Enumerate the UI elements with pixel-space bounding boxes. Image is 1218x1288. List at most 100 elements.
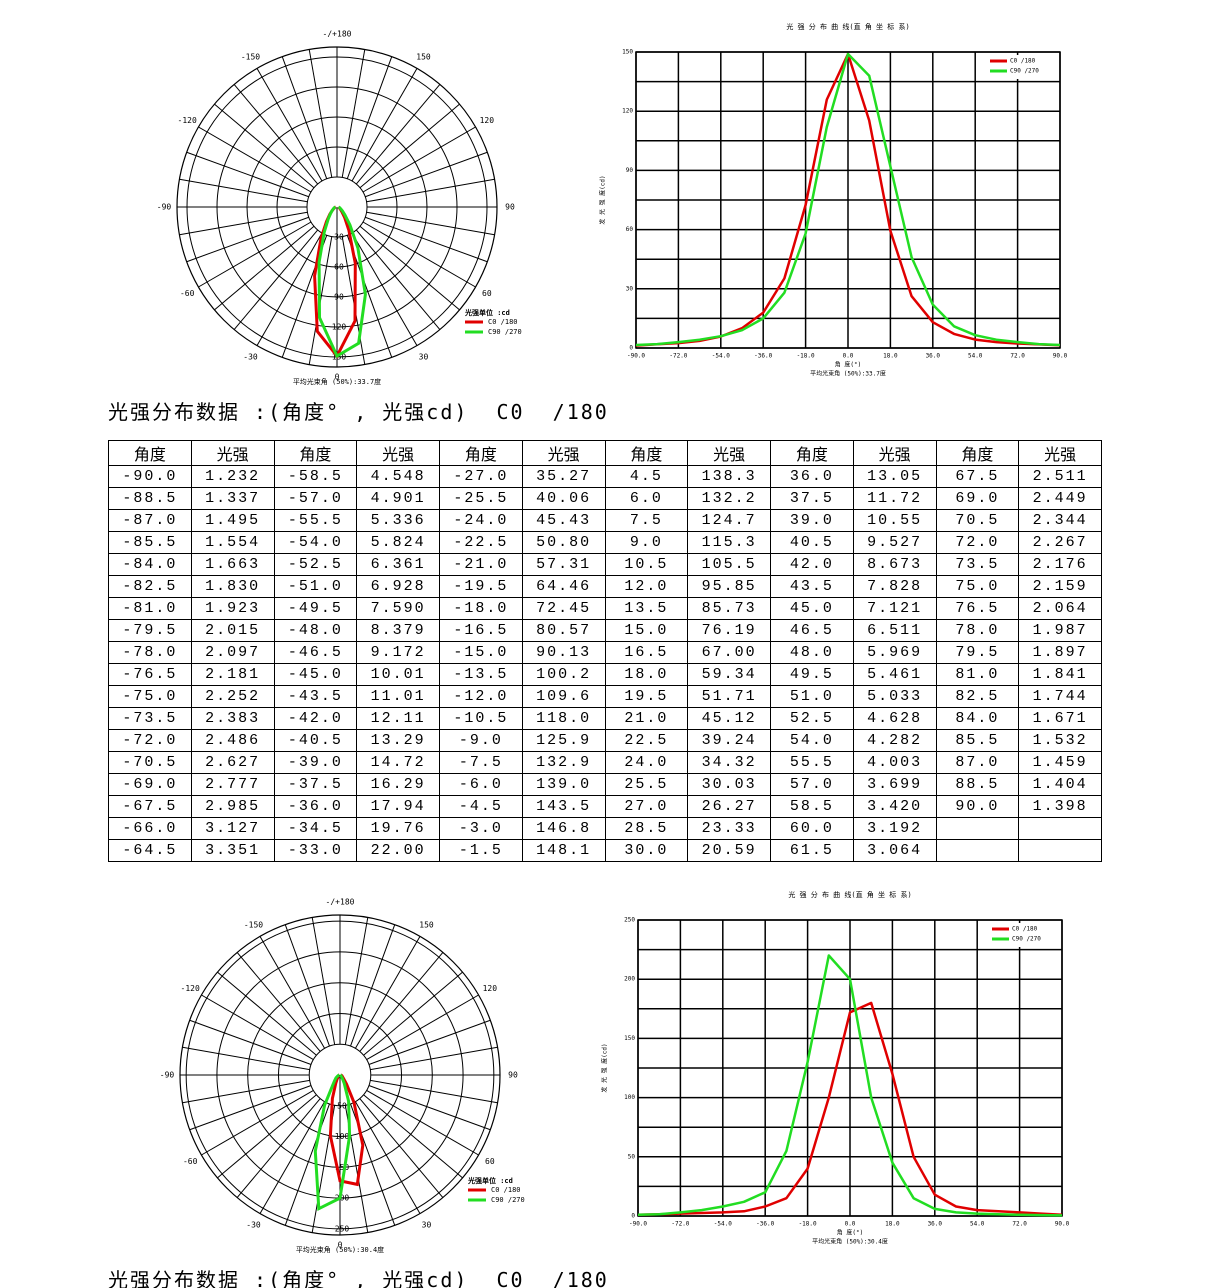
section-heading: 光强分布数据 :(角度° , 光强cd) C0 /180 [108, 1268, 609, 1288]
spoke [236, 1098, 321, 1198]
table-cell: 13.05 [852, 465, 937, 488]
table-cell: 146.8 [521, 817, 606, 840]
legend-box [985, 55, 1055, 79]
ring-label: 50 [337, 1101, 347, 1110]
table-cell: 14.72 [356, 751, 440, 774]
x-tick-label: 36.0 [926, 353, 941, 360]
table-cell: 19.76 [356, 817, 440, 840]
table-cell: 4.901 [356, 487, 440, 510]
table-cell: -9.0 [439, 729, 523, 752]
spoke [214, 103, 315, 189]
header-cell: 角度 [604, 440, 689, 466]
spoke [363, 971, 463, 1056]
table-cell: 4.282 [852, 729, 937, 752]
table-row: -70.5 2.627 -39.0 14.72 -7.5 132.9 24.0 34.32 55… [108, 751, 1102, 774]
legend-label: C0 /180 [1012, 926, 1038, 933]
x-tick-label: 90.0 [1055, 1221, 1070, 1228]
table-cell: 9.172 [356, 641, 440, 664]
header-cell: 角度 [273, 440, 358, 466]
table-cell: 6.361 [356, 553, 440, 576]
table-cell: 11.72 [852, 487, 937, 510]
table-row: -67.5 2.985 -36.0 17.94 -4.5 143.5 27.0 26.27 58… [108, 795, 1102, 818]
table-cell: 2.627 [190, 751, 275, 774]
table-cell: 72.45 [521, 597, 606, 620]
table-cell: -33.0 [273, 839, 358, 862]
spoke [354, 936, 421, 1049]
ring-label: 90 [334, 293, 344, 302]
table-cell: 67.5 [935, 465, 1020, 488]
legend-title: 光强单位 :cd [467, 1176, 513, 1185]
table-cell: 2.511 [1018, 465, 1102, 488]
table-cell: 1.897 [1018, 641, 1102, 664]
x-axis-label: 角 度(°) [837, 1229, 863, 1237]
spoke [189, 1019, 312, 1065]
table-cell: -6.0 [439, 773, 523, 796]
header-row: 角度 光强 角度 光强 角度 光强 角度 光强 角度 光强 角度 光强 [108, 440, 1102, 466]
table-cell: 1.459 [1018, 751, 1102, 774]
table-cell: -76.5 [108, 663, 192, 686]
table-cell: -27.0 [439, 465, 523, 488]
angle-label: -/+180 [326, 898, 355, 907]
table-cell: 7.828 [852, 575, 937, 598]
header-cell: 角度 [108, 440, 192, 466]
table-cell: 2.383 [190, 707, 275, 730]
table-row: -79.5 2.015 -48.0 8.379 -16.5 80.57 15.0 76.19 4… [108, 619, 1102, 642]
table-cell: -19.5 [439, 575, 523, 598]
ring-label: 150 [332, 353, 347, 362]
spoke [236, 952, 321, 1052]
x-tick-label: 0.0 [845, 1221, 856, 1228]
spoke [182, 1046, 310, 1071]
angle-label: -/+180 [323, 30, 352, 39]
table-cell: 109.6 [521, 685, 606, 708]
angle-label: 0 [335, 373, 340, 382]
table-cell: -1.5 [439, 839, 523, 862]
header-cell: 光强 [356, 440, 440, 466]
angle-label: 150 [416, 53, 431, 62]
spoke [362, 126, 476, 193]
table-cell: 27.0 [604, 795, 689, 818]
table-cell: 105.5 [687, 553, 771, 576]
table-cell: -37.5 [273, 773, 358, 796]
table-row: -64.5 3.351 -33.0 22.00 -1.5 148.1 30.0 20.59 61… [108, 839, 1102, 862]
table-cell: -70.5 [108, 751, 192, 774]
header-cell: 光强 [521, 440, 606, 466]
table-cell: 72.0 [935, 531, 1020, 554]
table-cell: 45.43 [521, 509, 606, 532]
table-cell: 2.176 [1018, 553, 1102, 576]
y-tick-label: 50 [628, 1153, 636, 1160]
beam-angle-note: 平均光束角 (50%):33.7度 [810, 370, 886, 378]
table-cell: 42.0 [770, 553, 854, 576]
spoke [351, 68, 418, 182]
table-cell: 76.5 [935, 597, 1020, 620]
angle-label: -150 [241, 53, 260, 62]
x-tick-label: 72.0 [1012, 1221, 1027, 1228]
spoke [351, 232, 418, 346]
table-cell: 7.590 [356, 597, 440, 620]
table-cell: 34.32 [687, 751, 771, 774]
table-cell: 5.969 [852, 641, 937, 664]
table-cell: 2.344 [1018, 509, 1102, 532]
table-cell: -55.5 [273, 509, 358, 532]
table-cell: 3.192 [852, 817, 937, 840]
table-cell: 16.5 [604, 641, 689, 664]
spoke [363, 1094, 463, 1179]
table-row: -87.0 1.495 -55.5 5.336 -24.0 45.43 7.5 124.7 39… [108, 509, 1102, 532]
table-cell: 3.351 [190, 839, 275, 862]
table-cell: 5.033 [852, 685, 937, 708]
table-cell: 90.13 [521, 641, 606, 664]
table-cell: 2.097 [190, 641, 275, 664]
spoke [365, 216, 488, 263]
spoke [341, 49, 366, 178]
ring-label: 60 [334, 263, 344, 272]
table-cell: 69.0 [935, 487, 1020, 510]
header-cell: 光强 [1018, 440, 1102, 466]
table-cell [1018, 817, 1102, 840]
table-cell: 51.71 [687, 685, 771, 708]
table-cell: 22.5 [604, 729, 689, 752]
table-cell: 7.121 [852, 597, 937, 620]
spoke [354, 1101, 421, 1214]
spoke [365, 151, 488, 198]
header-cell: 角度 [935, 440, 1020, 466]
table-cell: 17.94 [356, 795, 440, 818]
